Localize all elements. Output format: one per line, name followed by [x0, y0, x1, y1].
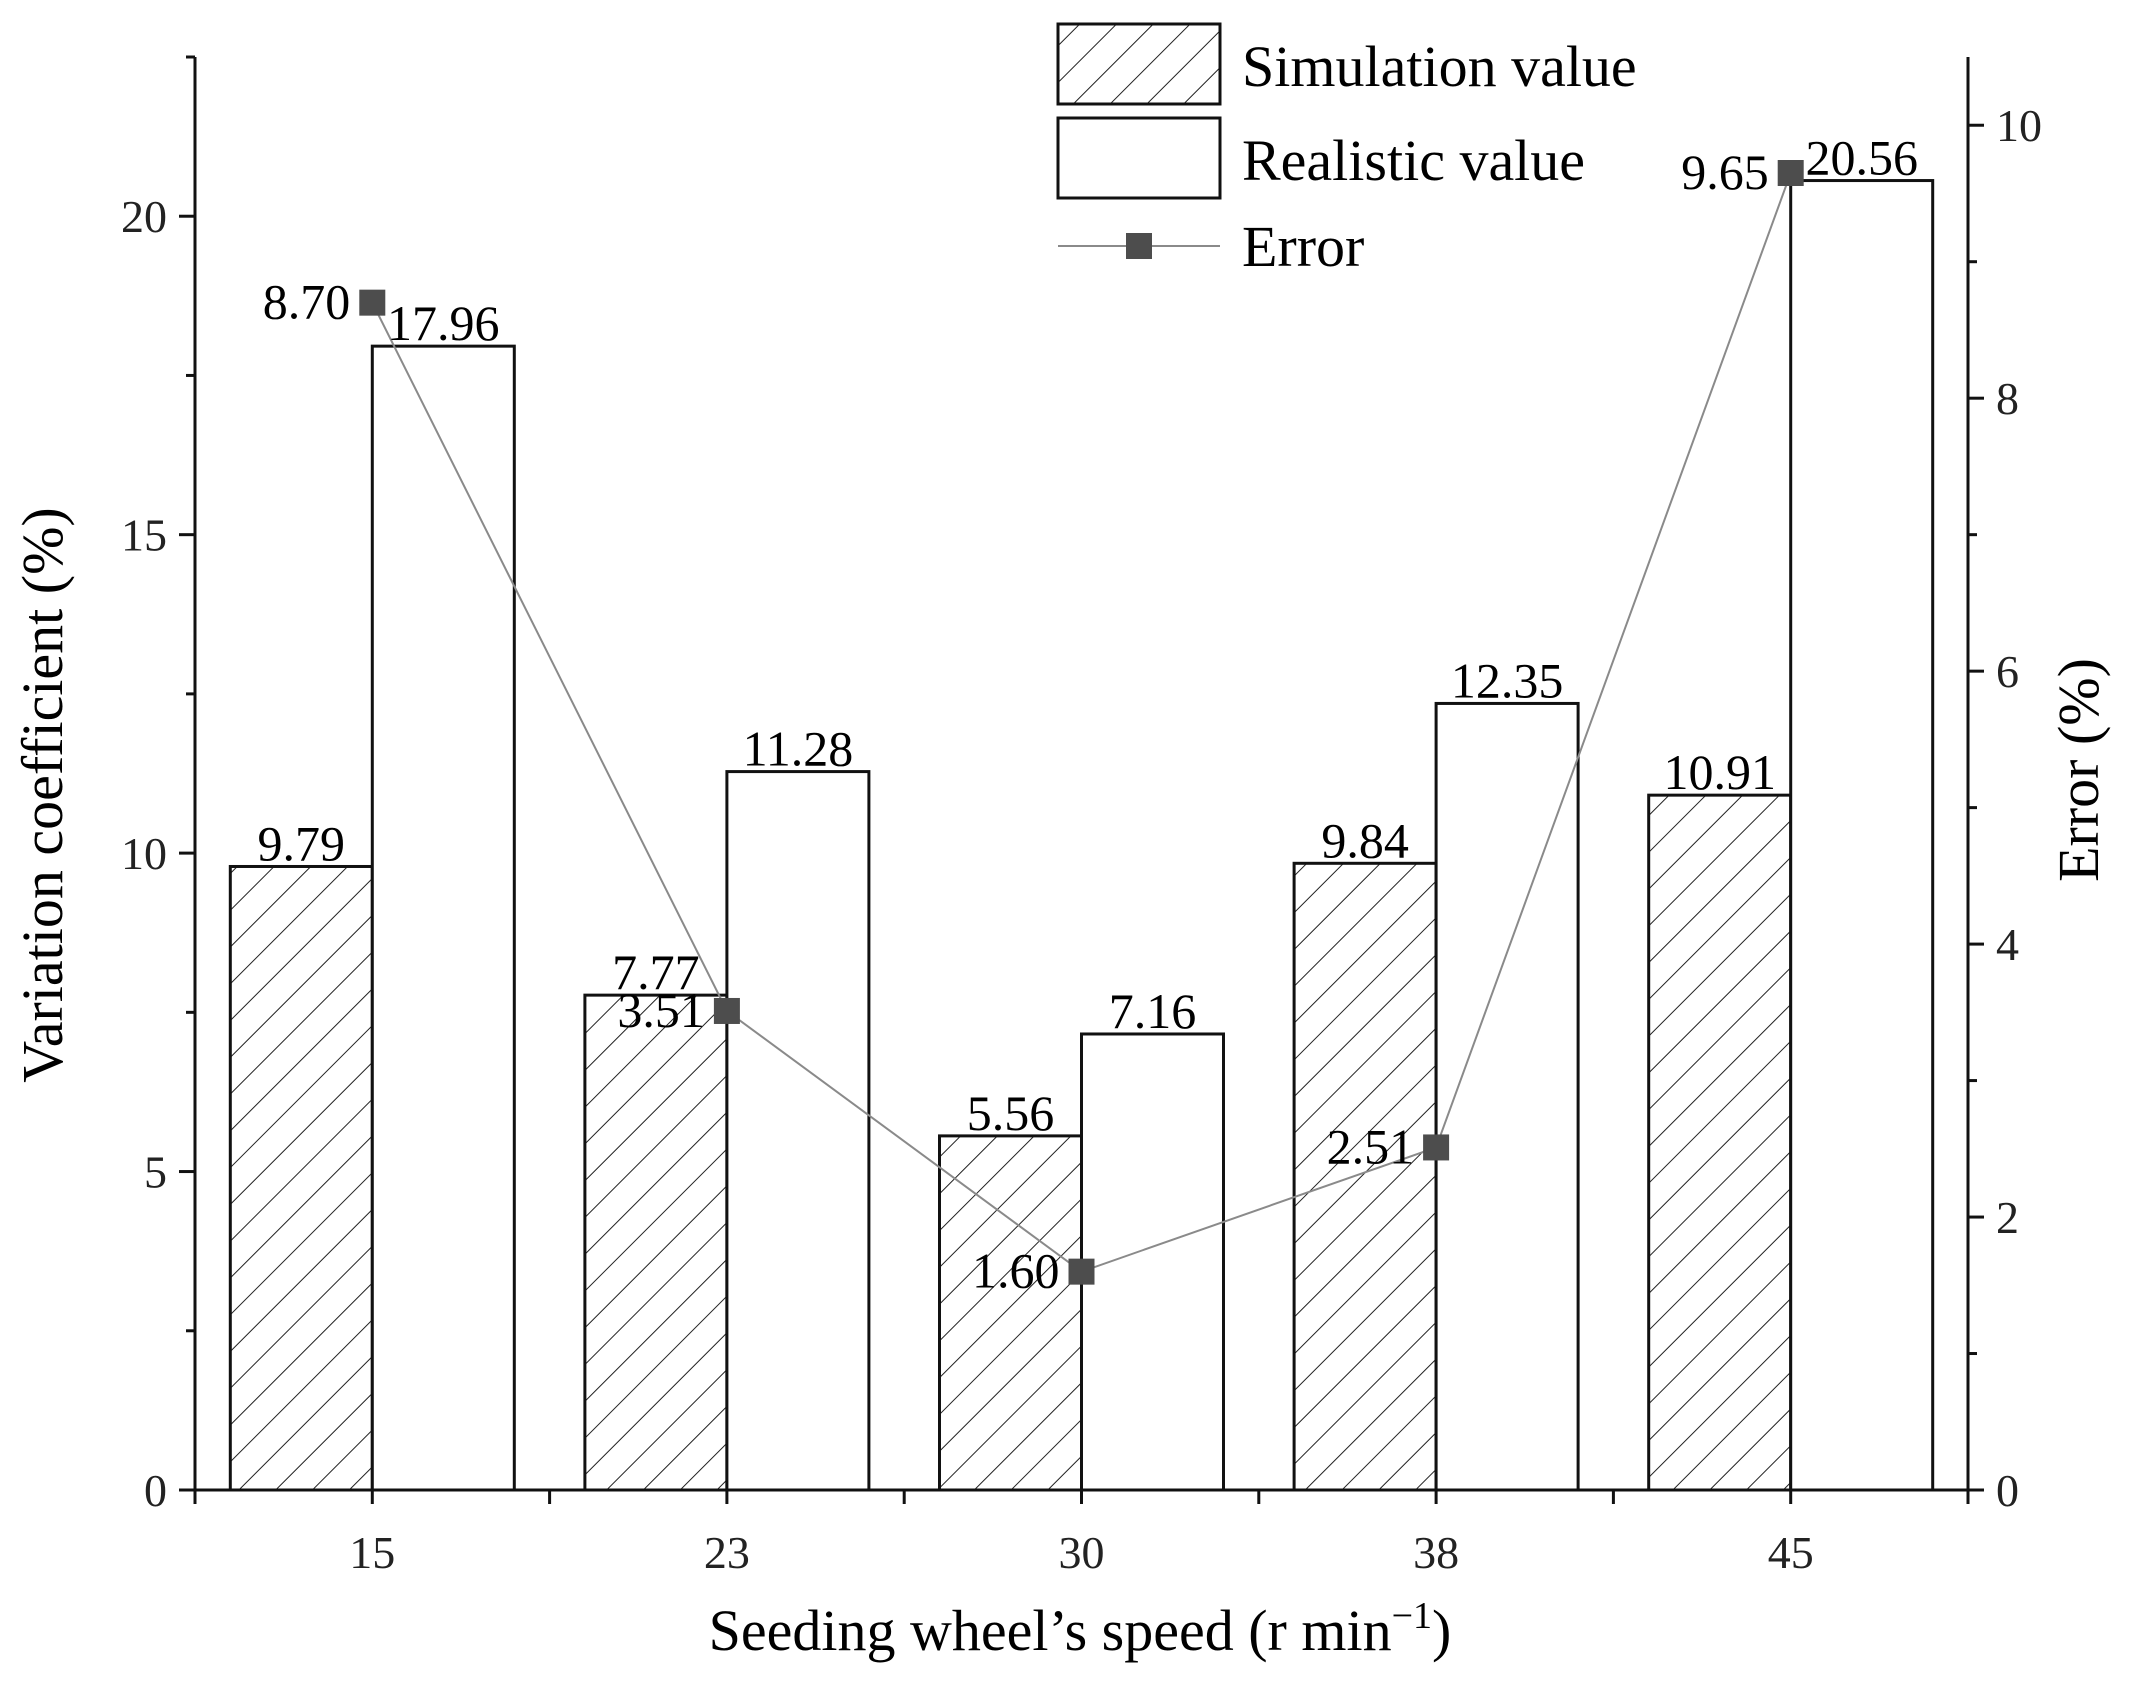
bar-simulation [938, 1134, 1083, 1492]
y-tick-label-right: 8 [1996, 373, 2019, 424]
error-marker [1423, 1134, 1450, 1161]
legend-swatch-error-marker [1126, 233, 1152, 259]
bars-layer [228, 179, 1935, 1492]
bar-realistic [1434, 701, 1580, 1492]
data-labels-layer: 9.79 17.96 7.77 11.28 5.56 7.16 9.84 12.35 10.91… [258, 130, 1918, 1299]
data-label-realistic: 7.16 [1109, 983, 1197, 1039]
data-label-realistic: 20.56 [1805, 130, 1918, 186]
error-marker [1777, 160, 1804, 187]
y-tick-label-left: 20 [121, 191, 167, 242]
axes-layer: 0 5 10 15 20 0 2 4 6 8 10 15 23 30 38 45 [121, 55, 2042, 1578]
bar-realistic [725, 770, 871, 1492]
error-line-layer [359, 160, 1804, 1285]
error-marker [713, 997, 740, 1024]
bar-realistic [1789, 179, 1935, 1492]
legend-label-simulation: Simulation value [1242, 34, 1637, 99]
error-marker [1068, 1258, 1095, 1285]
y-tick-label-left: 0 [144, 1465, 167, 1516]
x-tick-label: 38 [1413, 1527, 1459, 1578]
y-tick-label-right: 0 [1996, 1465, 2019, 1516]
bar-simulation [1647, 793, 1793, 1492]
y-tick-label-left: 5 [144, 1147, 167, 1198]
x-tick-label: 23 [704, 1527, 750, 1578]
y-axis-title: Variation coefficient (%) [10, 507, 75, 1082]
bar-realistic [1080, 1032, 1225, 1492]
y-tick-label-right: 6 [1996, 646, 2019, 697]
data-label-error: 3.51 [617, 982, 705, 1038]
bar-simulation [228, 864, 374, 1492]
data-label-simulation: 5.56 [967, 1085, 1055, 1141]
y-tick-label-right: 10 [1996, 100, 2042, 151]
bar-realistic [370, 344, 516, 1492]
data-label-error: 2.51 [1327, 1118, 1415, 1174]
y-tick-label-left: 15 [121, 510, 167, 561]
data-label-simulation: 9.79 [258, 815, 346, 871]
data-label-simulation: 7.77 [612, 944, 700, 1000]
x-tick-label: 45 [1768, 1527, 1814, 1578]
data-label-realistic: 17.96 [387, 295, 500, 351]
y-tick-label-left: 10 [121, 828, 167, 879]
bar-simulation [583, 993, 729, 1492]
error-marker [359, 289, 386, 316]
data-label-error: 9.65 [1681, 144, 1769, 200]
data-label-realistic: 12.35 [1451, 652, 1564, 708]
legend-label-realistic: Realistic value [1242, 128, 1585, 193]
y-tick-label-right: 4 [1996, 919, 2019, 970]
y-axis-title-right: Error (%) [2046, 658, 2111, 882]
x-tick-label: 15 [349, 1527, 395, 1578]
legend-label-error: Error [1242, 214, 1364, 279]
y-tick-label-right: 2 [1996, 1192, 2019, 1243]
legend: Simulation value Realistic value Error [1056, 22, 1637, 279]
data-label-error: 8.70 [263, 274, 351, 330]
data-label-realistic: 11.28 [743, 721, 854, 777]
x-tick-label: 30 [1059, 1527, 1105, 1578]
data-label-simulation: 10.91 [1663, 744, 1776, 800]
legend-swatch-simulation [1056, 22, 1222, 106]
data-label-error: 1.60 [972, 1243, 1060, 1299]
legend-swatch-realistic [1056, 116, 1222, 200]
data-label-simulation: 9.84 [1321, 812, 1409, 868]
bar-simulation [1292, 861, 1438, 1492]
x-axis-title: Seeding wheel’s speed (r min−1) [709, 1595, 1452, 1663]
